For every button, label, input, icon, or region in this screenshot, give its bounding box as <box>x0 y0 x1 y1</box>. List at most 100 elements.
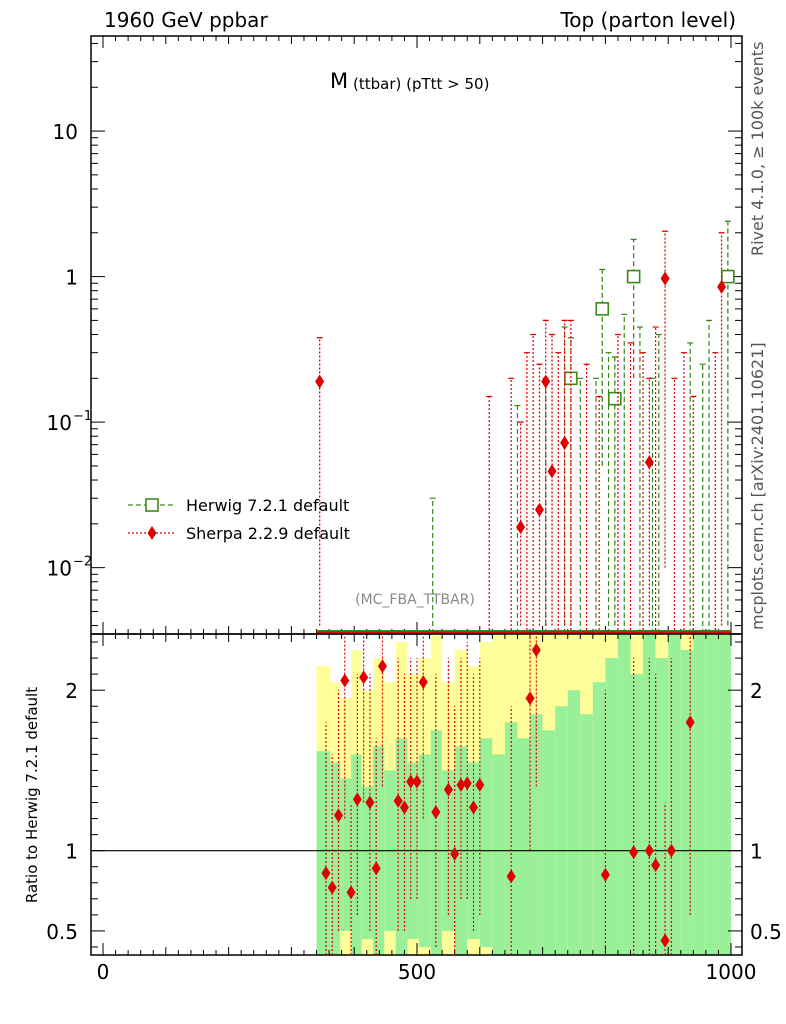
ratio-inner-band-29 <box>668 634 681 955</box>
main-frame-border <box>90 35 743 635</box>
ratio-marker-21 <box>475 777 485 792</box>
ratio-marker-31 <box>685 715 695 730</box>
x-tick-label-1: 500 <box>398 960 436 984</box>
series-1-marker-2 <box>534 502 544 517</box>
ratio-marker-17 <box>450 846 460 861</box>
ratio-marker-23 <box>525 691 535 706</box>
ratio-inner-band-32 <box>705 634 719 955</box>
ratio-inner-band-17 <box>517 738 531 955</box>
ratio-marker-25 <box>600 867 610 882</box>
ratio-marker-13 <box>412 774 422 789</box>
ratio-y-axis-label: Ratio to Herwig 7.2.1 default <box>23 687 41 903</box>
ratio-marker-6 <box>359 670 369 685</box>
ratio-marker-7 <box>365 795 375 810</box>
series-0-marker-3 <box>626 269 641 284</box>
main-y-tick-label-exp-2: −1 <box>73 409 92 424</box>
ratio-y-tick-label-left-0: 0.5 <box>46 920 78 944</box>
ratio-marker-10 <box>393 793 403 808</box>
ratio-inner-band-7 <box>395 738 408 955</box>
x-tick-label-0: 0 <box>97 960 110 984</box>
ratio-y-tick-label-right-1: 1 <box>750 840 763 864</box>
ratio-marker-0 <box>321 866 331 881</box>
ratio-y-tick-label-right-2: 2 <box>750 679 763 703</box>
series-1-marker-8 <box>717 279 727 294</box>
ratio-inner-band-4 <box>361 786 374 939</box>
legend: Herwig 7.2.1 default Sherpa 2.2.9 default <box>128 496 350 543</box>
series-0-marker-2 <box>608 391 622 406</box>
ratio-marker-12 <box>406 774 416 789</box>
ratio-panel <box>90 633 743 956</box>
ratio-marker-14 <box>418 675 428 690</box>
ratio-inner-band-19 <box>542 730 556 955</box>
main-y-tick-label-0: 10 <box>53 120 78 144</box>
ratio-inner-band-22 <box>580 714 593 955</box>
ratio-marker-19 <box>462 776 472 791</box>
ratio-marker-18 <box>456 777 466 792</box>
main-y-tick-label-base-2: 10 <box>47 411 72 435</box>
ratio-marker-16 <box>443 782 453 797</box>
ratio-marker-4 <box>346 885 356 900</box>
ratio-inner-band-0 <box>316 751 331 955</box>
ratio-marker-9 <box>377 659 387 674</box>
series-0-marker-1 <box>595 302 610 316</box>
ratio-inner-band-26 <box>630 674 644 955</box>
ratio-marker-1 <box>327 880 337 895</box>
ratio-marker-20 <box>469 800 479 815</box>
plot-title: M <box>330 69 348 93</box>
legend-label-0: Herwig 7.2.1 default <box>186 496 349 515</box>
ratio-inner-band-23 <box>592 682 606 955</box>
ratio-marker-28 <box>651 858 661 873</box>
ratio-inner-band-20 <box>555 706 568 955</box>
ratio-inner-band-15 <box>492 754 505 955</box>
main-y-tick-label-base-3: 10 <box>47 557 72 581</box>
main-panel <box>90 35 743 635</box>
ratio-marker-15 <box>431 805 441 820</box>
ratio-inner-band-33 <box>718 634 731 955</box>
series-0 <box>316 220 735 634</box>
ratio-marker-24 <box>531 643 541 658</box>
ratio-inner-band-18 <box>530 714 543 955</box>
ratio-inner-band-14 <box>479 738 493 947</box>
ratio-marker-2 <box>334 808 343 823</box>
ratio-y-tick-label-right-0: 0.5 <box>750 920 782 944</box>
main-y-tick-label-exp-3: −2 <box>73 555 92 570</box>
ratio-marker-26 <box>629 845 639 860</box>
series-1-marker-1 <box>516 520 526 535</box>
series-0-marker-0 <box>564 371 578 386</box>
ratio-marker-11 <box>399 800 409 815</box>
ratio-inner-band-24 <box>605 658 618 955</box>
ratio-inner-band-10 <box>430 730 443 955</box>
series-1 <box>315 230 731 634</box>
series-0-marker-4 <box>721 269 735 284</box>
ratio-marker-22 <box>506 869 516 884</box>
plot-title-subscript: (ttbar) (pTtt > 50) <box>353 75 489 93</box>
series-1-marker-7 <box>660 271 670 286</box>
series-1-marker-0 <box>315 374 325 389</box>
legend-marker-0 <box>145 498 159 512</box>
series-1-marker-5 <box>560 435 570 450</box>
ratio-y-tick-label-left-2: 2 <box>65 679 78 703</box>
legend-marker-1 <box>147 526 157 540</box>
ratio-inner-band-25 <box>617 634 631 955</box>
energy-label: 1960 GeV ppbar <box>104 8 268 32</box>
series-1-marker-3 <box>541 374 551 389</box>
ratio-y-tick-label-left-1: 1 <box>65 840 78 864</box>
ratio-marker-29 <box>660 933 670 948</box>
main-y-tick-label-1: 1 <box>65 266 78 290</box>
ratio-inner-band-31 <box>693 634 706 955</box>
x-tick-label-2: 1000 <box>706 960 757 984</box>
ratio-marker-27 <box>644 843 654 858</box>
ratio-marker-3 <box>340 673 350 688</box>
ratio-marker-8 <box>371 861 381 876</box>
ratio-inner-band-3 <box>351 754 362 955</box>
ratio-inner-band-21 <box>567 690 581 955</box>
process-label: Top (parton level) <box>560 8 736 32</box>
ratio-inner-band-2 <box>340 778 352 931</box>
legend-label-1: Sherpa 2.2.9 default <box>186 524 350 543</box>
ratio-marker-30 <box>666 843 676 858</box>
ratio-series <box>321 634 695 955</box>
ratio-inner-band-1 <box>330 762 341 955</box>
series-1-marker-6 <box>644 455 654 470</box>
analysis-label: (MC_FBA_TTBAR) <box>355 592 475 608</box>
